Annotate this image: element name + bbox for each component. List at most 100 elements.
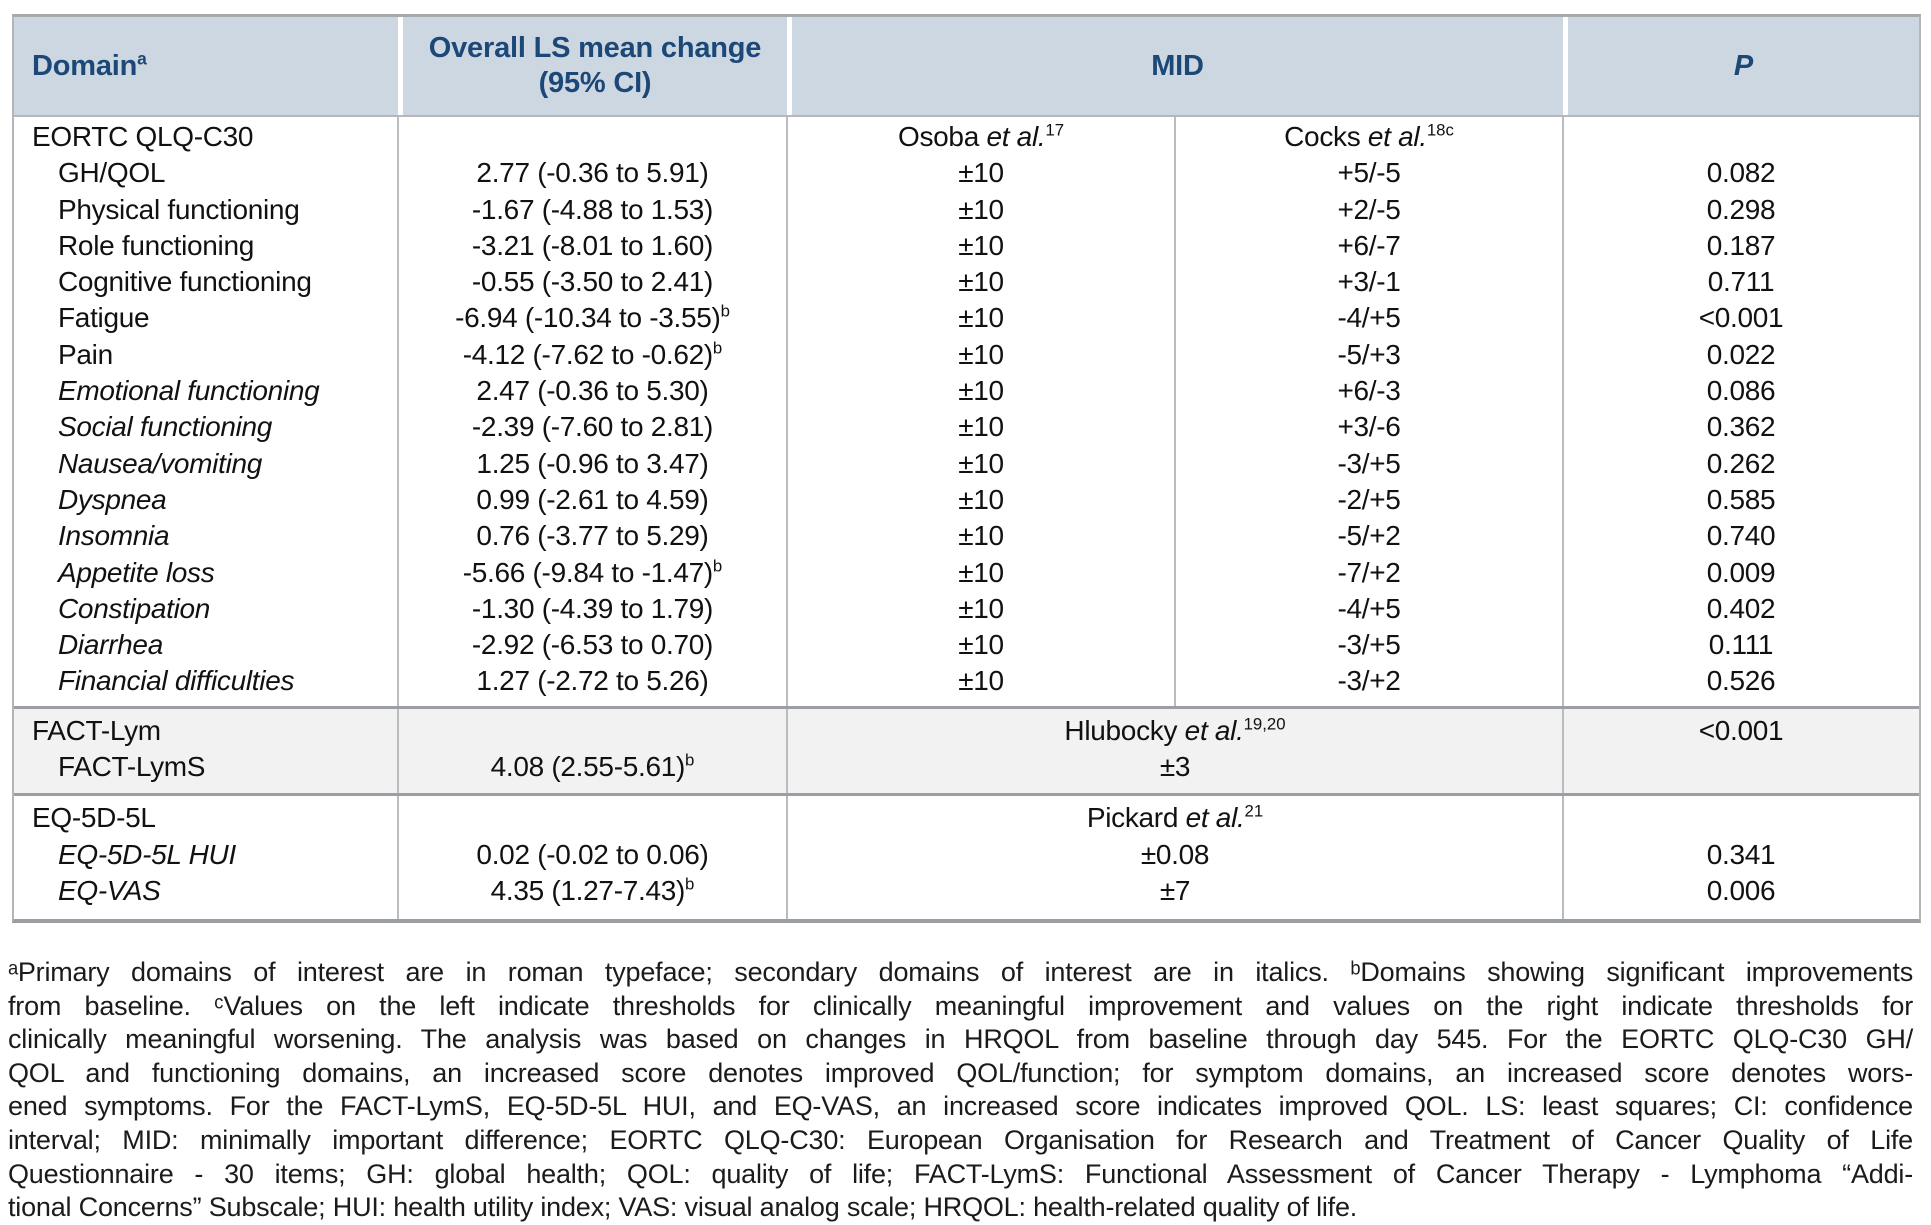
footnote-line: interval; MID: minimally important diffe… <box>8 1124 1913 1155</box>
mid-osoba-cell: ±10 <box>958 520 1004 552</box>
mid-osoba-ref: Osoba et al.17 <box>897 120 1065 152</box>
mid-cocks-cell: -3/+5 <box>1337 447 1401 479</box>
mid-osoba-cell: ±10 <box>958 157 1004 189</box>
table-row: Appetite loss -5.66 (-9.84 to -1.47)b ±1… <box>14 555 1919 591</box>
mid-osoba-cell: ±10 <box>958 266 1004 298</box>
ls-cell: 0.02 (-0.02 to 0.06) <box>476 838 709 870</box>
table-footnote: ᵃPrimary domains of interest are in roma… <box>0 956 1919 1225</box>
section-fact-lym: FACT-Lym Hlubocky et al.19,20 <0.001 FAC… <box>14 705 1919 794</box>
p-cell: 0.740 <box>1706 520 1776 552</box>
domain-cell: Nausea/vomiting <box>58 447 263 479</box>
domain-cell: Financial difficulties <box>58 665 295 697</box>
mid-cocks-cell: +3/-6 <box>1337 411 1401 443</box>
table-row: EQ-5D-5L HUI 0.02 (-0.02 to 0.06) ±0.08 … <box>14 837 1919 873</box>
domain-cell: EQ-5D-5L HUI <box>58 838 236 870</box>
ls-cell: 0.99 (-2.61 to 4.59) <box>476 483 709 515</box>
p-cell: 0.341 <box>1706 838 1776 870</box>
domain-cell: Appetite loss <box>58 556 215 588</box>
ls-cell: 4.35 (1.27-7.43)b <box>490 874 695 906</box>
ls-cell: -5.66 (-9.84 to -1.47)b <box>462 556 723 588</box>
column-divider <box>786 117 788 706</box>
mid-cocks-cell: +5/-5 <box>1337 157 1401 189</box>
table-row: Fatigue -6.94 (-10.34 to -3.55)b ±10 -4/… <box>14 300 1919 336</box>
table-row: Diarrhea -2.92 (-6.53 to 0.70) ±10 -3/+5… <box>14 627 1919 663</box>
footnote-line: Questionnaire - 30 items; GH: global hea… <box>8 1158 1913 1189</box>
footnote-line: from baseline. ᶜValues on the left indic… <box>8 990 1913 1021</box>
ls-cell: -1.30 (-4.39 to 1.79) <box>471 592 714 624</box>
header-ls-mean-change: Overall LS mean change (95% CI) <box>398 17 787 115</box>
table-row: Insomnia 0.76 (-3.77 to 5.29) ±10 -5/+2 … <box>14 518 1919 554</box>
domain-cell: Insomnia <box>58 520 170 552</box>
mid-cocks-cell: +2/-5 <box>1337 193 1401 225</box>
column-divider <box>1562 708 1564 794</box>
domain-cell: Dyspnea <box>58 483 167 515</box>
p-cell: 0.022 <box>1706 338 1776 370</box>
table-header-row: Domaina Overall LS mean change (95% CI) M… <box>14 17 1919 117</box>
mid-osoba-cell: ±10 <box>958 411 1004 443</box>
domain-cell: Fatigue <box>58 302 150 334</box>
mid-osoba-cell: ±10 <box>958 483 1004 515</box>
section-eortc-qlq-c30: EORTC QLQ-C30 Osoba et al.17 Cocks et al… <box>14 117 1919 706</box>
header-p-value: P <box>1563 17 1919 115</box>
domain-cell: Constipation <box>58 592 211 624</box>
column-divider <box>397 117 399 706</box>
p-cell: 0.009 <box>1706 556 1776 588</box>
column-divider <box>786 796 788 920</box>
p-cell: 0.298 <box>1706 193 1776 225</box>
mid-cell: ±3 <box>1159 751 1191 783</box>
mid-cocks-cell: -5/+2 <box>1337 520 1401 552</box>
mid-cocks-cell: +6/-7 <box>1337 229 1401 261</box>
ls-cell: 2.47 (-0.36 to 5.30) <box>476 375 709 407</box>
column-divider <box>397 708 399 794</box>
ls-cell: -6.94 (-10.34 to -3.55)b <box>455 302 730 334</box>
table-row: EQ-VAS 4.35 (1.27-7.43)b ±7 0.006 <box>14 873 1919 909</box>
section-eq-5d-5l: EQ-5D-5L Pickard et al.21 EQ-5D-5L HUI 0… <box>14 793 1919 920</box>
mid-cell: ±0.08 <box>1140 838 1210 870</box>
p-cell: 0.082 <box>1706 157 1776 189</box>
ls-cell: -2.39 (-7.60 to 2.81) <box>471 411 714 443</box>
p-cell: 0.585 <box>1706 483 1776 515</box>
column-divider <box>1562 796 1564 920</box>
ls-cell: -3.21 (-8.01 to 1.60) <box>471 229 714 261</box>
footnote-line: QOL and functioning domains, an increase… <box>8 1057 1913 1088</box>
p-cell: 0.711 <box>1707 266 1775 298</box>
ls-cell: 1.27 (-2.72 to 5.26) <box>476 665 709 697</box>
column-divider <box>786 708 788 794</box>
mid-osoba-cell: ±10 <box>958 338 1004 370</box>
p-cell: <0.001 <box>1698 302 1784 334</box>
p-cell: 0.362 <box>1706 411 1776 443</box>
domain-cell: Social functioning <box>58 411 273 443</box>
mid-osoba-cell: ±10 <box>958 193 1004 225</box>
table-row: Nausea/vomiting 1.25 (-0.96 to 3.47) ±10… <box>14 446 1919 482</box>
table-row: Cognitive functioning -0.55 (-3.50 to 2.… <box>14 264 1919 300</box>
p-cell: 0.526 <box>1706 665 1776 697</box>
column-divider <box>1174 117 1176 706</box>
mid-osoba-cell: ±10 <box>958 556 1004 588</box>
table-row: Role functioning -3.21 (-8.01 to 1.60) ±… <box>14 228 1919 264</box>
mid-cocks-cell: -3/+5 <box>1337 629 1401 661</box>
domain-cell: EQ-VAS <box>58 874 161 906</box>
domain-cell: FACT-LymS <box>58 751 206 783</box>
mid-cell: ±7 <box>1159 874 1191 906</box>
mid-osoba-cell: ±10 <box>958 629 1004 661</box>
domain-cell: Physical functioning <box>58 193 300 225</box>
hrqol-table: Domaina Overall LS mean change (95% CI) M… <box>12 14 1921 924</box>
column-divider <box>1562 117 1564 706</box>
domain-cell: GH/QOL <box>58 157 166 189</box>
p-cell: 0.402 <box>1706 592 1776 624</box>
mid-cocks-cell: -4/+5 <box>1337 592 1401 624</box>
mid-ref: Hlubocky et al.19,20 <box>1064 714 1286 746</box>
p-cell: 0.262 <box>1706 447 1776 479</box>
p-cell: 0.086 <box>1706 375 1776 407</box>
ls-cell: -2.92 (-6.53 to 0.70) <box>471 629 714 661</box>
ls-cell: 1.25 (-0.96 to 3.47) <box>476 447 709 479</box>
mid-cocks-cell: -2/+5 <box>1337 483 1401 515</box>
section-header-row: EORTC QLQ-C30 Osoba et al.17 Cocks et al… <box>14 119 1919 155</box>
ls-cell: 0.76 (-3.77 to 5.29) <box>476 520 709 552</box>
domain-cell: Diarrhea <box>58 629 163 661</box>
header-mid: MID <box>787 17 1563 115</box>
mid-osoba-cell: ±10 <box>958 229 1004 261</box>
section-title: FACT-Lym <box>32 714 161 746</box>
p-cell: 0.187 <box>1706 229 1776 261</box>
mid-cocks-cell: -3/+2 <box>1337 665 1401 697</box>
